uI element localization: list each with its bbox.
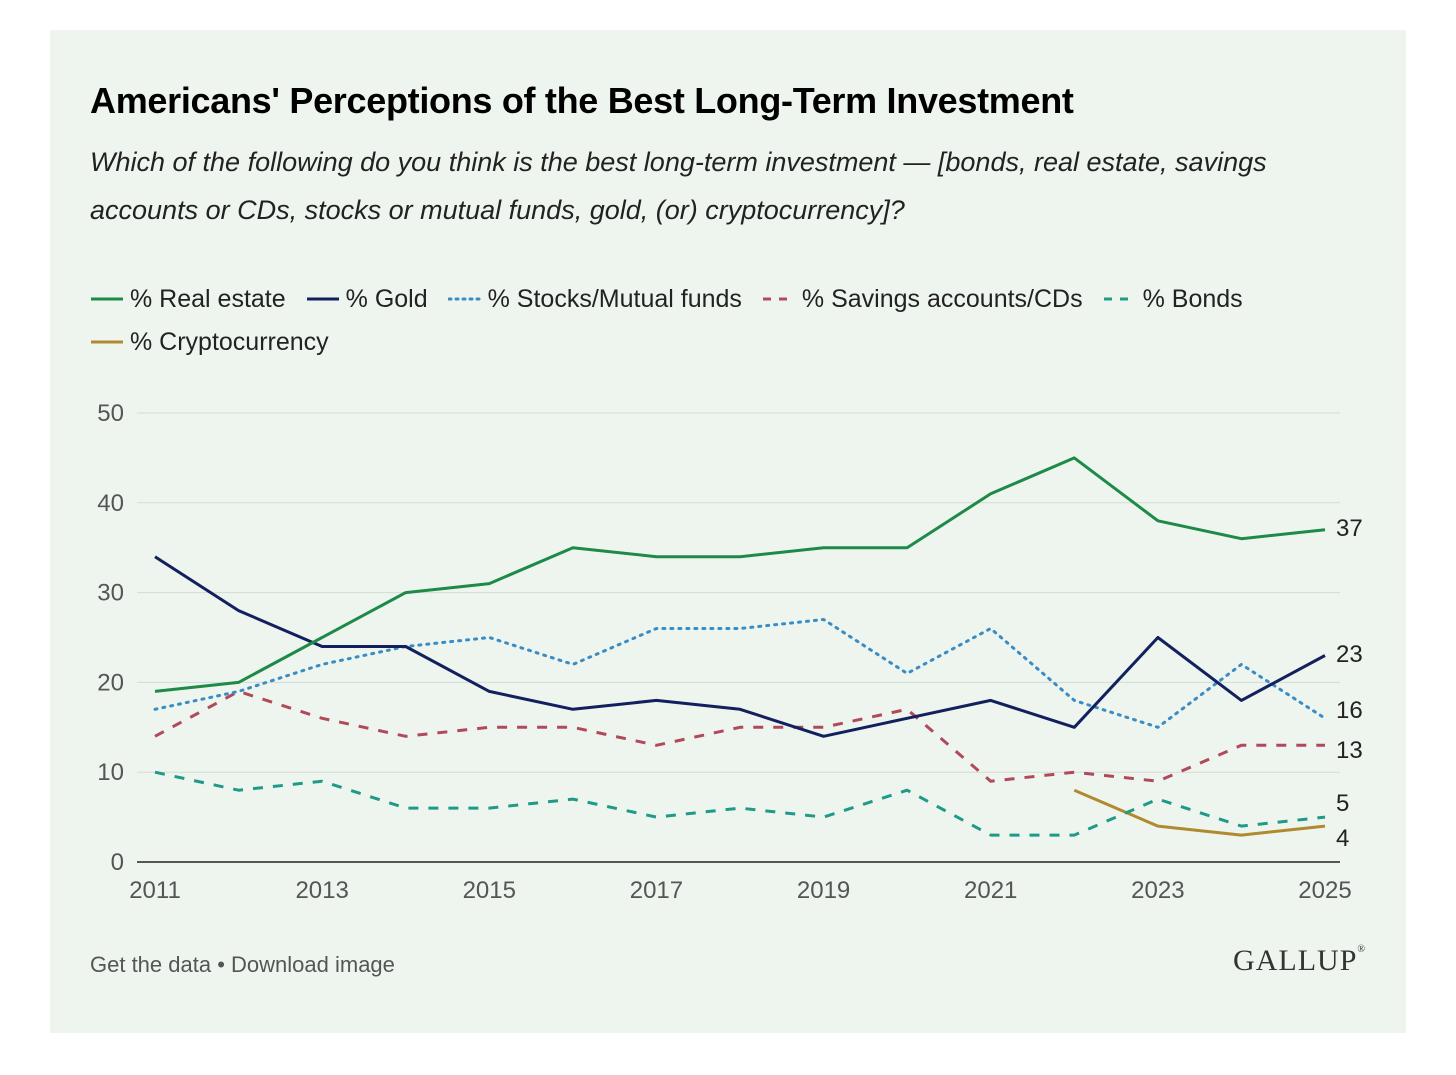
series-line-gold bbox=[154, 555, 1326, 738]
series-line-savings-accounts-cds bbox=[154, 689, 1325, 783]
end-label-bonds: 5 bbox=[1336, 790, 1349, 817]
series-line-cryptocurrency bbox=[1073, 788, 1326, 837]
end-label-gold: 23 bbox=[1336, 641, 1363, 668]
chart-footer: Get the data • Download image bbox=[90, 952, 395, 978]
x-tick-label-2021: 2021 bbox=[964, 877, 1017, 904]
legend-swatch-stocks-mutual-funds bbox=[447, 297, 482, 301]
y-tick-label-30: 30 bbox=[97, 580, 124, 607]
legend-swatch-cryptocurrency bbox=[91, 340, 123, 344]
legend-swatch-real-estate bbox=[91, 297, 123, 301]
y-tick-label-0: 0 bbox=[111, 849, 124, 876]
registered-mark: ® bbox=[1357, 944, 1366, 955]
legend-item-real-estate: % Real estate bbox=[90, 279, 286, 319]
x-tick-label-2013: 2013 bbox=[295, 877, 348, 904]
legend-item-savings-accounts-cds: % Savings accounts/CDs bbox=[762, 279, 1083, 319]
y-tick-label-20: 20 bbox=[97, 669, 124, 696]
series-line-stocks-mutual-funds bbox=[153, 618, 1327, 729]
chart-subtitle: Which of the following do you think is t… bbox=[90, 147, 1267, 225]
gallup-logo-text: GALLUP bbox=[1233, 944, 1358, 977]
x-tick-label-2025: 2025 bbox=[1298, 877, 1351, 904]
series-line-bonds bbox=[154, 770, 1326, 837]
end-label-real-estate: 37 bbox=[1336, 515, 1363, 542]
legend-label: % Gold bbox=[345, 285, 428, 313]
legend-label: % Stocks/Mutual funds bbox=[487, 285, 742, 313]
legend-swatch-savings-accounts-cds bbox=[762, 297, 795, 301]
x-tick-label-2023: 2023 bbox=[1131, 877, 1184, 904]
chart-legend: % Real estate % Gold % Stocks/Mutual funds… bbox=[90, 276, 1390, 362]
end-label-savings-accounts-cds: 13 bbox=[1336, 737, 1363, 764]
y-tick-label-50: 50 bbox=[97, 400, 124, 427]
legend-item-stocks-mutual-funds: % Stocks/Mutual funds bbox=[447, 279, 742, 319]
y-tick-label-10: 10 bbox=[97, 759, 124, 786]
end-label-stocks-mutual-funds: 16 bbox=[1336, 697, 1363, 724]
legend-label: % Savings accounts/CDs bbox=[801, 285, 1083, 313]
x-tick-label-2011: 2011 bbox=[129, 877, 181, 904]
series-line-real-estate bbox=[154, 456, 1326, 693]
chart-card: Americans' Perceptions of the Best Long-… bbox=[50, 30, 1406, 1033]
legend-label: % Cryptocurrency bbox=[130, 328, 329, 356]
x-tick-label-2015: 2015 bbox=[463, 877, 516, 904]
x-tick-label-2017: 2017 bbox=[630, 877, 683, 904]
y-tick-label-40: 40 bbox=[97, 490, 124, 517]
end-label-cryptocurrency: 4 bbox=[1336, 825, 1349, 852]
legend-item-cryptocurrency: % Cryptocurrency bbox=[90, 322, 329, 362]
legend-label: % Bonds bbox=[1142, 285, 1243, 313]
legend-item-gold: % Gold bbox=[306, 279, 428, 319]
legend-swatch-bonds bbox=[1103, 297, 1136, 301]
download-image-link[interactable]: Download image bbox=[231, 952, 395, 977]
footer-separator: • bbox=[211, 952, 232, 977]
legend-label: % Real estate bbox=[130, 285, 286, 313]
chart-title: Americans' Perceptions of the Best Long-… bbox=[90, 80, 1074, 121]
get-data-link[interactable]: Get the data bbox=[90, 952, 212, 977]
gallup-logo: GALLUP® bbox=[1233, 944, 1366, 978]
legend-swatch-gold bbox=[306, 297, 339, 301]
x-tick-label-2019: 2019 bbox=[797, 877, 850, 904]
legend-item-bonds: % Bonds bbox=[1103, 279, 1243, 319]
